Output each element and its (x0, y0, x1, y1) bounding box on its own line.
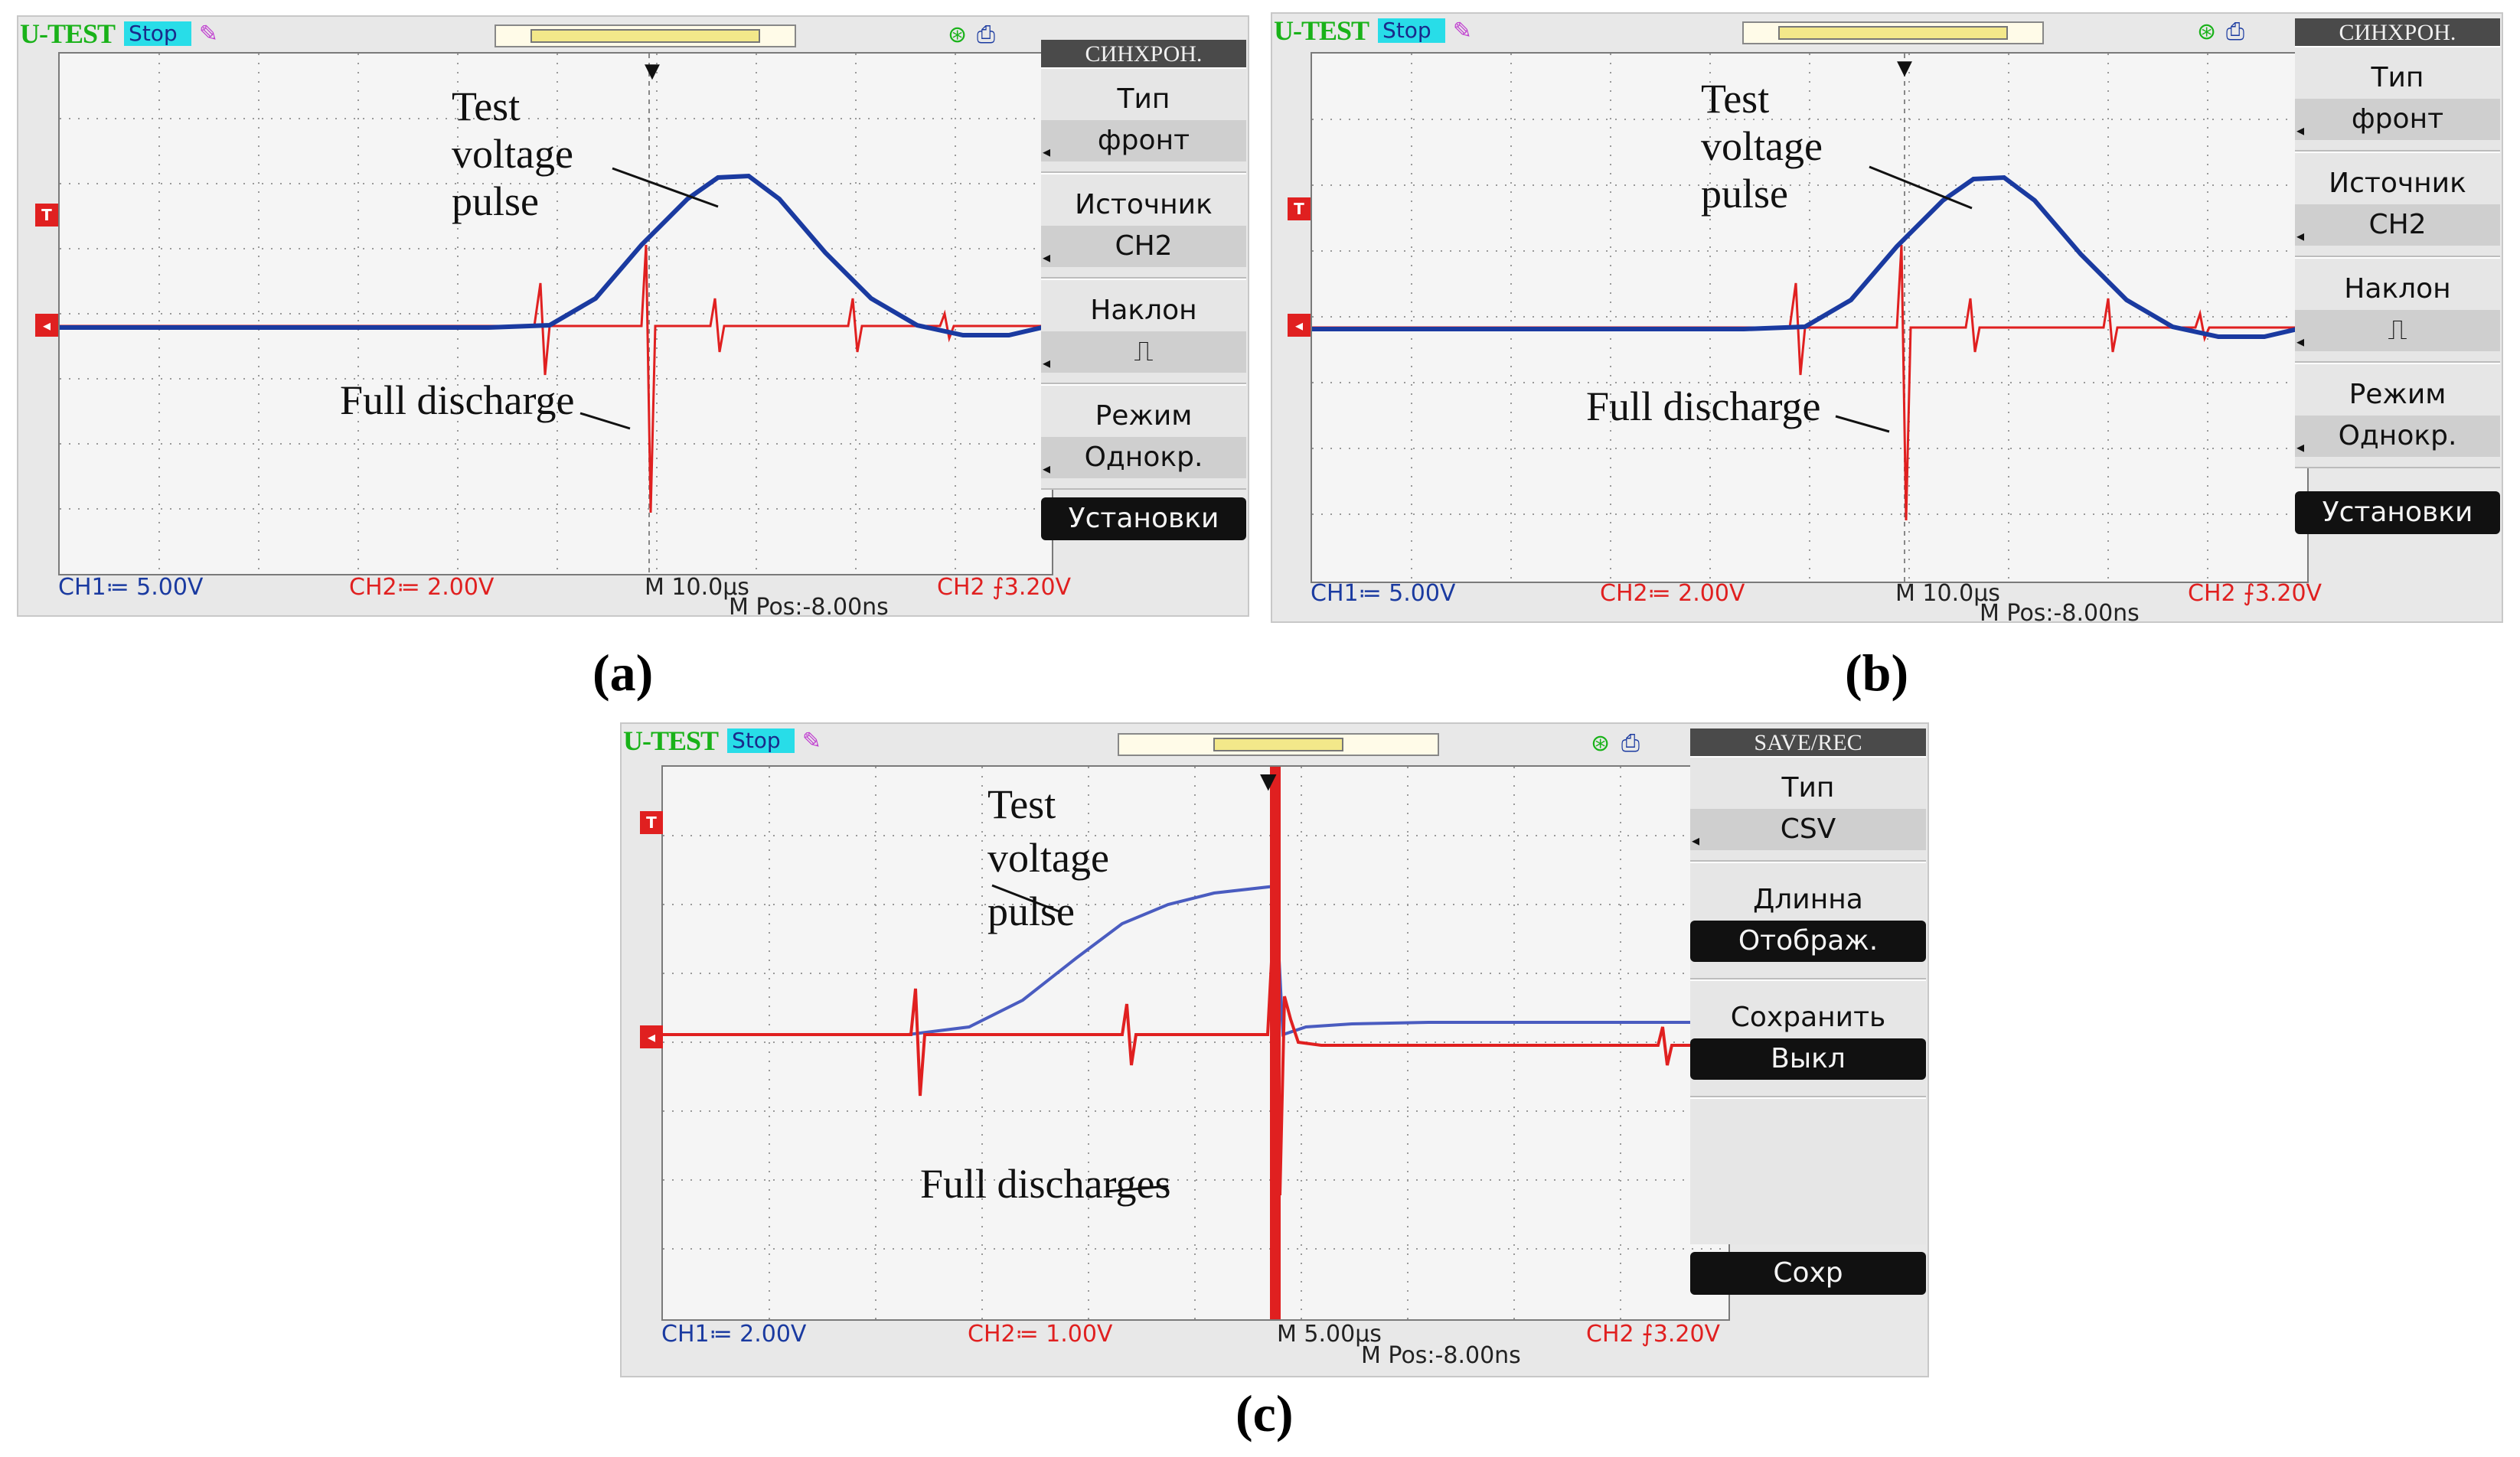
memory-position: M Pos:-8.00ns (1361, 1342, 1521, 1369)
annotation-test-voltage-pulse: Test voltage pulse (452, 83, 573, 224)
side-menu: СИНХРОН. Тип фронт ◂ Источник CH2 ◂ Наклон ⎍ ◂… (1041, 40, 1246, 540)
status-bar: U-TEST Stop ✎ (18, 17, 218, 51)
scope-screen-c: U-TEST Stop ✎ ⊛ ⎙ T ◂ ▼ (620, 722, 1929, 1377)
save-button[interactable]: Сохр (1690, 1252, 1926, 1295)
ch-ground-marker[interactable]: ◂ (1288, 314, 1311, 337)
rising-edge-icon: ⎍ (1041, 331, 1246, 373)
memory-position: M Pos:-8.00ns (729, 594, 889, 621)
ch2-trace (60, 244, 1052, 513)
menu-item-length[interactable]: Длинна Отображ. (1690, 862, 1926, 979)
memory-position-bar[interactable] (1118, 733, 1439, 756)
menu-item-slope[interactable]: Наклон ⎍ ◂ (1041, 279, 1246, 384)
setup-button[interactable]: Установки (2295, 491, 2500, 534)
trigger-level-marker[interactable]: T (1288, 197, 1311, 220)
ch1-scale: CH1≔ 5.00V (58, 574, 204, 601)
waveform-svg (663, 767, 1728, 1319)
brand-label: U-TEST (1274, 15, 1369, 46)
ch2-scale: CH2≔ 2.00V (349, 574, 495, 601)
ch1-trace (663, 884, 1728, 1037)
menu-title: SAVE/REC (1690, 728, 1926, 756)
waveform-svg (1312, 54, 2307, 582)
menu-title: СИНХРОН. (2295, 18, 2500, 46)
side-menu: СИНХРОН. Тип фронт ◂ Источник CH2 ◂ Наклон ⎍ ◂… (2295, 14, 2500, 534)
menu-item-type[interactable]: Тип фронт ◂ (1041, 67, 1246, 173)
setup-button[interactable]: Установки (1041, 497, 1246, 540)
timebase: M 5.00μs (1277, 1321, 1382, 1348)
caption-b: (b) (1845, 644, 1909, 702)
status-bar: U-TEST Stop ✎ (1272, 14, 1472, 47)
menu-item-type[interactable]: Тип CSV ◂ (1690, 756, 1926, 862)
menu-item-source[interactable]: Источник CH2 ◂ (1041, 173, 1246, 279)
status-bar: U-TEST Stop ✎ (622, 724, 821, 758)
printer-icon: ⎙ (2226, 18, 2244, 45)
waveform-svg (60, 54, 1052, 574)
scope-screen-b: U-TEST Stop ✎ ⊛ ⎙ T ◂ ▼ (1271, 12, 2503, 627)
rising-edge-icon: ⎍ (2295, 310, 2500, 351)
timebase: M 10.0μs (645, 574, 749, 601)
menu-title: СИНХРОН. (1041, 40, 1246, 67)
brand-label: U-TEST (20, 18, 116, 49)
ch-ground-marker[interactable]: ◂ (35, 314, 58, 337)
usb-icon: ⊛ (2197, 18, 2217, 45)
memory-position-bar[interactable] (1742, 21, 2044, 44)
menu-item-save[interactable]: Сохранить Выкл (1690, 979, 1926, 1097)
annotation-full-discharges: Full discharges (920, 1161, 1171, 1207)
trigger-level-marker[interactable]: T (640, 811, 663, 834)
annotation-full-discharge: Full discharge (1586, 383, 1821, 429)
trigger-t-icon[interactable]: ▼ (645, 60, 660, 83)
trigger-t-icon[interactable]: ▼ (1897, 57, 1912, 80)
run-state-badge[interactable]: Stop (727, 728, 795, 753)
trigger-setting: CH2 ⨍3.20V (1586, 1321, 1721, 1348)
waveform-grid (661, 765, 1730, 1321)
ch1-trace (1312, 174, 2307, 339)
memory-position-bar[interactable] (495, 24, 796, 47)
ch2-scale: CH2≔ 1.00V (968, 1321, 1113, 1348)
annotation-full-discharge: Full discharge (340, 377, 575, 423)
caption-c: (c) (1236, 1384, 1294, 1442)
pen-icon: ✎ (1452, 17, 1472, 44)
trigger-setting: CH2 ⨍3.20V (2188, 580, 2323, 607)
caption-a: (a) (592, 644, 654, 702)
printer-icon: ⎙ (1621, 730, 1640, 757)
menu-item-slope[interactable]: Наклон ⎍ ◂ (2295, 257, 2500, 363)
trigger-setting: CH2 ⨍3.20V (937, 574, 1072, 601)
pen-icon: ✎ (198, 20, 218, 47)
ch1-scale: CH1≔ 5.00V (1311, 580, 1456, 607)
menu-item-type[interactable]: Тип фронт ◂ (2295, 46, 2500, 152)
waveform-grid (58, 52, 1053, 575)
brand-label: U-TEST (623, 725, 719, 756)
timebase: M 10.0μs (1895, 580, 2000, 607)
side-menu: SAVE/REC Тип CSV ◂ Длинна Отображ. Сохранит… (1690, 724, 1926, 1295)
ch2-discharge-burst (1270, 767, 1281, 1319)
scope-screen-a: U-TEST Stop ✎ ⊛ ⎙ T ◂ ▼ (17, 15, 1249, 621)
ch1-trace (60, 173, 1052, 337)
usb-icon: ⊛ (1591, 730, 1611, 757)
annotation-test-voltage-pulse: Test voltage pulse (1701, 76, 1823, 217)
ch1-scale: CH1≔ 2.00V (661, 1321, 807, 1348)
menu-item-mode[interactable]: Режим Однокр. ◂ (1041, 384, 1246, 490)
trigger-t-icon[interactable]: ▼ (1260, 768, 1277, 794)
trigger-level-marker[interactable]: T (35, 204, 58, 227)
ch-ground-marker[interactable]: ◂ (640, 1025, 663, 1048)
menu-item-source[interactable]: Источник CH2 ◂ (2295, 152, 2500, 257)
ch2-trace (1312, 244, 2307, 521)
run-state-badge[interactable]: Stop (1378, 18, 1445, 43)
menu-item-mode[interactable]: Режим Однокр. ◂ (2295, 363, 2500, 468)
annotation-test-voltage-pulse: Test voltage pulse (987, 781, 1109, 934)
usb-icon: ⊛ (948, 21, 968, 48)
ch2-scale: CH2≔ 2.00V (1600, 580, 1745, 607)
run-state-badge[interactable]: Stop (124, 21, 191, 46)
printer-icon: ⎙ (977, 21, 995, 48)
pen-icon: ✎ (801, 727, 821, 755)
memory-position: M Pos:-8.00ns (1980, 600, 2140, 627)
